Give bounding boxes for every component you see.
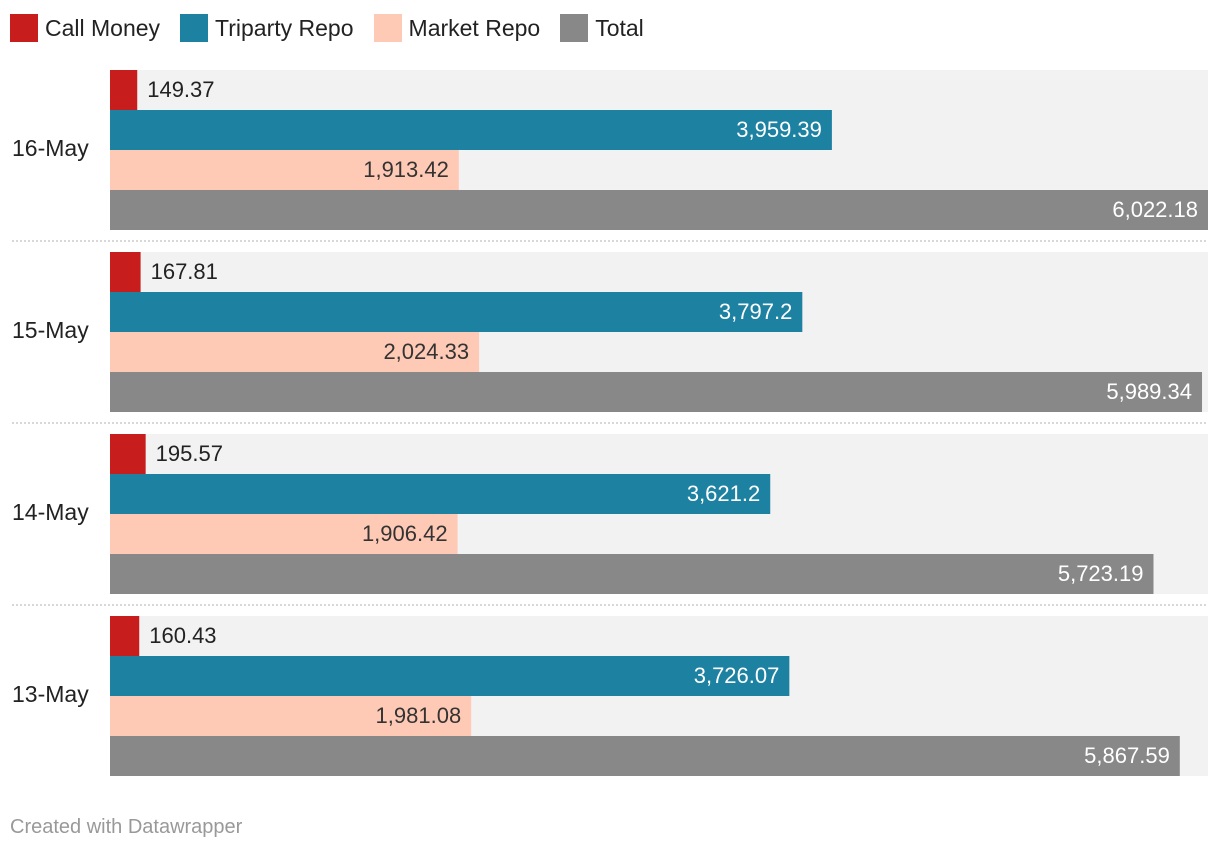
- bar-total-14-May: [110, 554, 1154, 594]
- data-label-triparty-repo-14-May: 3,621.2: [687, 481, 760, 506]
- bar-total-16-May: [110, 190, 1208, 230]
- data-label-triparty-repo-13-May: 3,726.07: [694, 663, 780, 688]
- category-label-16-May: 16-May: [12, 135, 89, 161]
- legend-label-total: Total: [595, 14, 644, 41]
- data-label-market-repo-15-May: 2,024.33: [383, 339, 469, 364]
- legend-label-call-money: Call Money: [45, 14, 161, 41]
- legend-item-call-money: Call Money: [10, 14, 160, 42]
- bar-triparty-repo-14-May: [110, 474, 771, 514]
- legend-swatch-market-repo: [373, 14, 402, 42]
- bar-market-repo-15-May: [110, 332, 480, 372]
- bar-triparty-repo-16-May: [110, 110, 832, 150]
- bar-chart: 16-May 149.37 3,959.39 1,913.42 6,022.18 15-M…: [12, 70, 1208, 776]
- bar-total-15-May: [110, 372, 1203, 412]
- bar-call-money-15-May: [110, 252, 141, 292]
- data-label-total-14-May: 5,723.19: [1058, 561, 1144, 586]
- data-label-total-13-May: 5,867.59: [1084, 743, 1170, 768]
- bar-market-repo-13-May: [110, 696, 472, 736]
- bar-triparty-repo-13-May: [110, 656, 790, 696]
- legend-item-market-repo: Market Repo: [373, 14, 541, 42]
- bar-total-13-May: [110, 736, 1180, 776]
- legend-item-triparty-repo: Triparty Repo: [180, 14, 354, 42]
- bar-call-money-14-May: [110, 434, 146, 474]
- legend-swatch-total: [560, 14, 589, 42]
- data-label-market-repo-16-May: 1,913.42: [363, 157, 449, 182]
- legend-label-market-repo: Market Repo: [408, 14, 541, 41]
- bar-call-money-16-May: [110, 70, 138, 110]
- data-label-call-money-15-May: 167.81: [151, 259, 218, 284]
- category-label-14-May: 14-May: [12, 499, 89, 525]
- data-label-total-15-May: 5,989.34: [1106, 379, 1192, 404]
- data-label-triparty-repo-16-May: 3,959.39: [736, 117, 822, 142]
- legend-item-total: Total: [560, 14, 644, 42]
- legend-swatch-call-money: [10, 14, 38, 42]
- data-label-market-repo-13-May: 1,981.08: [376, 703, 462, 728]
- bar-market-repo-16-May: [110, 150, 459, 190]
- legend-swatch-triparty-repo: [180, 14, 209, 42]
- bar-call-money-13-May: [110, 616, 140, 656]
- data-label-market-repo-14-May: 1,906.42: [362, 521, 448, 546]
- category-label-13-May: 13-May: [12, 681, 89, 707]
- legend-label-triparty-repo: Triparty Repo: [215, 14, 354, 41]
- legend: Call Money Triparty Repo Market Repo Tot…: [10, 14, 664, 42]
- data-label-triparty-repo-15-May: 3,797.2: [719, 299, 792, 324]
- data-label-call-money-14-May: 195.57: [156, 441, 223, 466]
- category-label-15-May: 15-May: [12, 317, 89, 343]
- data-label-call-money-13-May: 160.43: [149, 623, 216, 648]
- data-label-call-money-16-May: 149.37: [147, 77, 214, 102]
- bar-triparty-repo-15-May: [110, 292, 803, 332]
- bar-market-repo-14-May: [110, 514, 458, 554]
- footer-credit: Created with Datawrapper: [10, 816, 243, 838]
- data-label-total-16-May: 6,022.18: [1112, 197, 1198, 222]
